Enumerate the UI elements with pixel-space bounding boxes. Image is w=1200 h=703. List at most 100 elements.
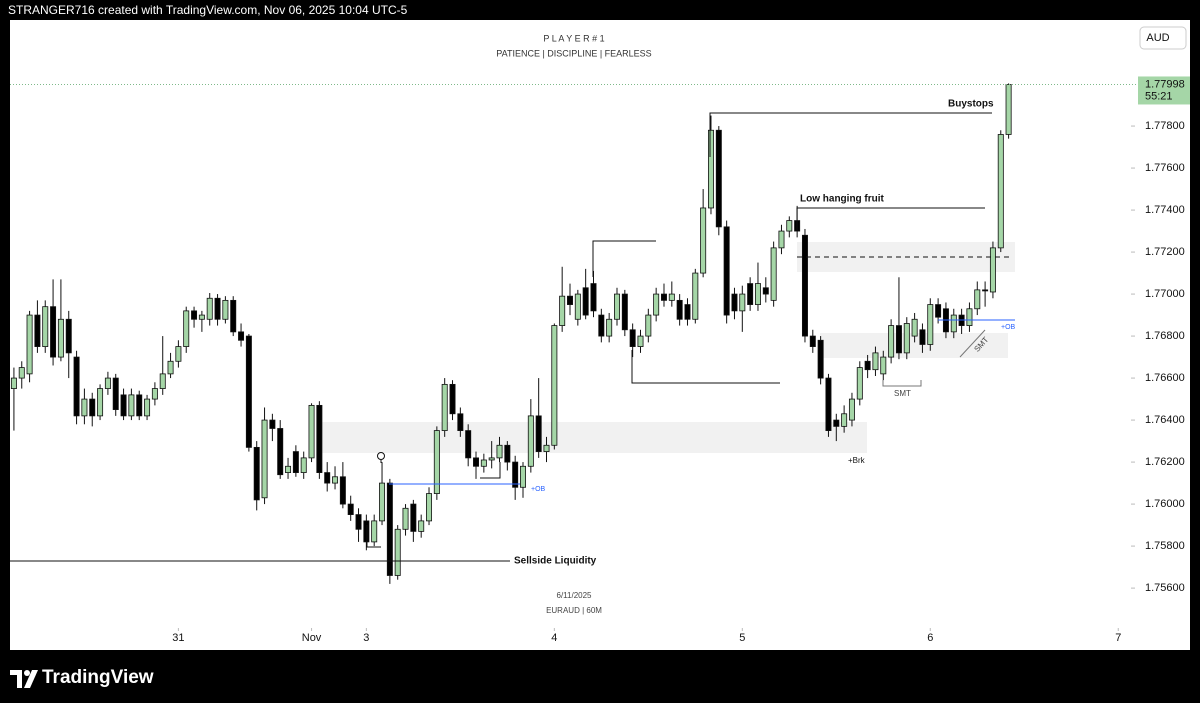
smt-line [959, 329, 986, 358]
candle-body [520, 465, 526, 488]
y-tick-label: 1.75800 [1145, 540, 1185, 552]
candle-body [731, 293, 738, 312]
candle-body [895, 325, 902, 354]
candle-body [347, 503, 354, 515]
candle-body [324, 472, 331, 484]
candle-body [18, 367, 25, 379]
x-tick-label: 5 [739, 632, 745, 644]
candle-body [363, 520, 370, 543]
candle-body [261, 419, 268, 499]
annotation: Sellside Liquidity [514, 556, 597, 567]
candle-body [10, 377, 17, 389]
zone [820, 333, 1008, 358]
candle-body [433, 430, 440, 494]
currency-box[interactable] [1139, 26, 1187, 50]
candle-body [707, 129, 714, 209]
candle-body [42, 306, 49, 347]
candle-body [238, 331, 245, 341]
annotation: +OB [531, 486, 546, 493]
candle-body [285, 465, 292, 473]
candle-body [966, 308, 973, 326]
candle-body [888, 325, 895, 358]
currency[interactable]: AUD [1146, 32, 1169, 44]
candle-body [543, 444, 550, 452]
y-tick-label: 1.77000 [1145, 288, 1185, 300]
x-tick-label: 7 [1115, 632, 1121, 644]
candle-body [559, 295, 566, 326]
candle-body [700, 207, 707, 274]
y-tick-label: 1.76000 [1145, 498, 1185, 510]
y-tick-label: 1.76400 [1145, 414, 1185, 426]
candle-body [34, 314, 41, 347]
chart-title: P L A Y E R # 1 [543, 33, 604, 43]
candle-body [136, 394, 143, 417]
zone [322, 422, 867, 453]
candle-body [65, 318, 72, 354]
candle-body [355, 514, 362, 530]
level-line [592, 240, 656, 277]
candle-body [747, 283, 754, 305]
candle-body [159, 373, 166, 389]
candles [10, 83, 1012, 584]
candle-body [825, 377, 832, 431]
candle-body [982, 289, 989, 292]
alert-icon[interactable] [377, 452, 385, 464]
candle-body [277, 428, 284, 476]
symbol: EURAUD | 60M [546, 606, 602, 615]
candle-body [339, 476, 346, 505]
candle-body [73, 356, 80, 417]
candle-body [151, 388, 158, 400]
candle-body [426, 493, 433, 522]
candle-body [927, 304, 934, 345]
candle-body [762, 287, 769, 295]
candle-body [723, 226, 730, 316]
candle-body [253, 446, 260, 501]
candle-body [567, 295, 573, 305]
candle-body [473, 457, 479, 467]
candle-body [582, 287, 589, 316]
candle-body [488, 457, 495, 461]
annotation: SMT [894, 389, 911, 398]
x-tick-label: 6 [927, 632, 933, 644]
candle-body [449, 383, 456, 415]
candle-body [97, 388, 104, 417]
candle-body [57, 318, 64, 358]
logo [10, 670, 38, 688]
y-tick-label: 1.77800 [1145, 120, 1185, 132]
candle-body [175, 346, 182, 362]
last-price-box [1138, 76, 1190, 105]
candle-body [786, 220, 793, 232]
candle-body [637, 335, 644, 347]
candle-body [535, 415, 542, 452]
candle-body [245, 335, 252, 448]
candle-body [112, 377, 119, 410]
candle-body [457, 413, 464, 431]
buystops-line [709, 112, 992, 157]
level-line [631, 350, 780, 384]
level-line [480, 462, 501, 479]
annotation: Buystops [948, 99, 994, 110]
candle-body [418, 520, 425, 532]
smt-line [882, 380, 922, 387]
chart-subtitle: PATIENCE | DISCIPLINE | FEARLESS [496, 48, 651, 58]
candle-body [379, 482, 386, 522]
candle-body [1005, 84, 1012, 135]
candle-body [606, 318, 613, 337]
candle-body [214, 297, 221, 320]
x-tick-label: Nov [302, 632, 322, 644]
candle-body [668, 293, 675, 301]
candle-body [222, 299, 229, 320]
candle-body [120, 394, 127, 417]
candle-body [81, 398, 88, 417]
candle-body [504, 444, 511, 463]
candle-body [128, 394, 135, 417]
candle-body [645, 314, 652, 337]
candle-body [104, 377, 111, 389]
annotation: +OB [1001, 324, 1016, 331]
candle-body [26, 314, 33, 375]
candle-body [739, 293, 746, 312]
candle-body [598, 314, 605, 337]
candle-body [496, 444, 503, 459]
